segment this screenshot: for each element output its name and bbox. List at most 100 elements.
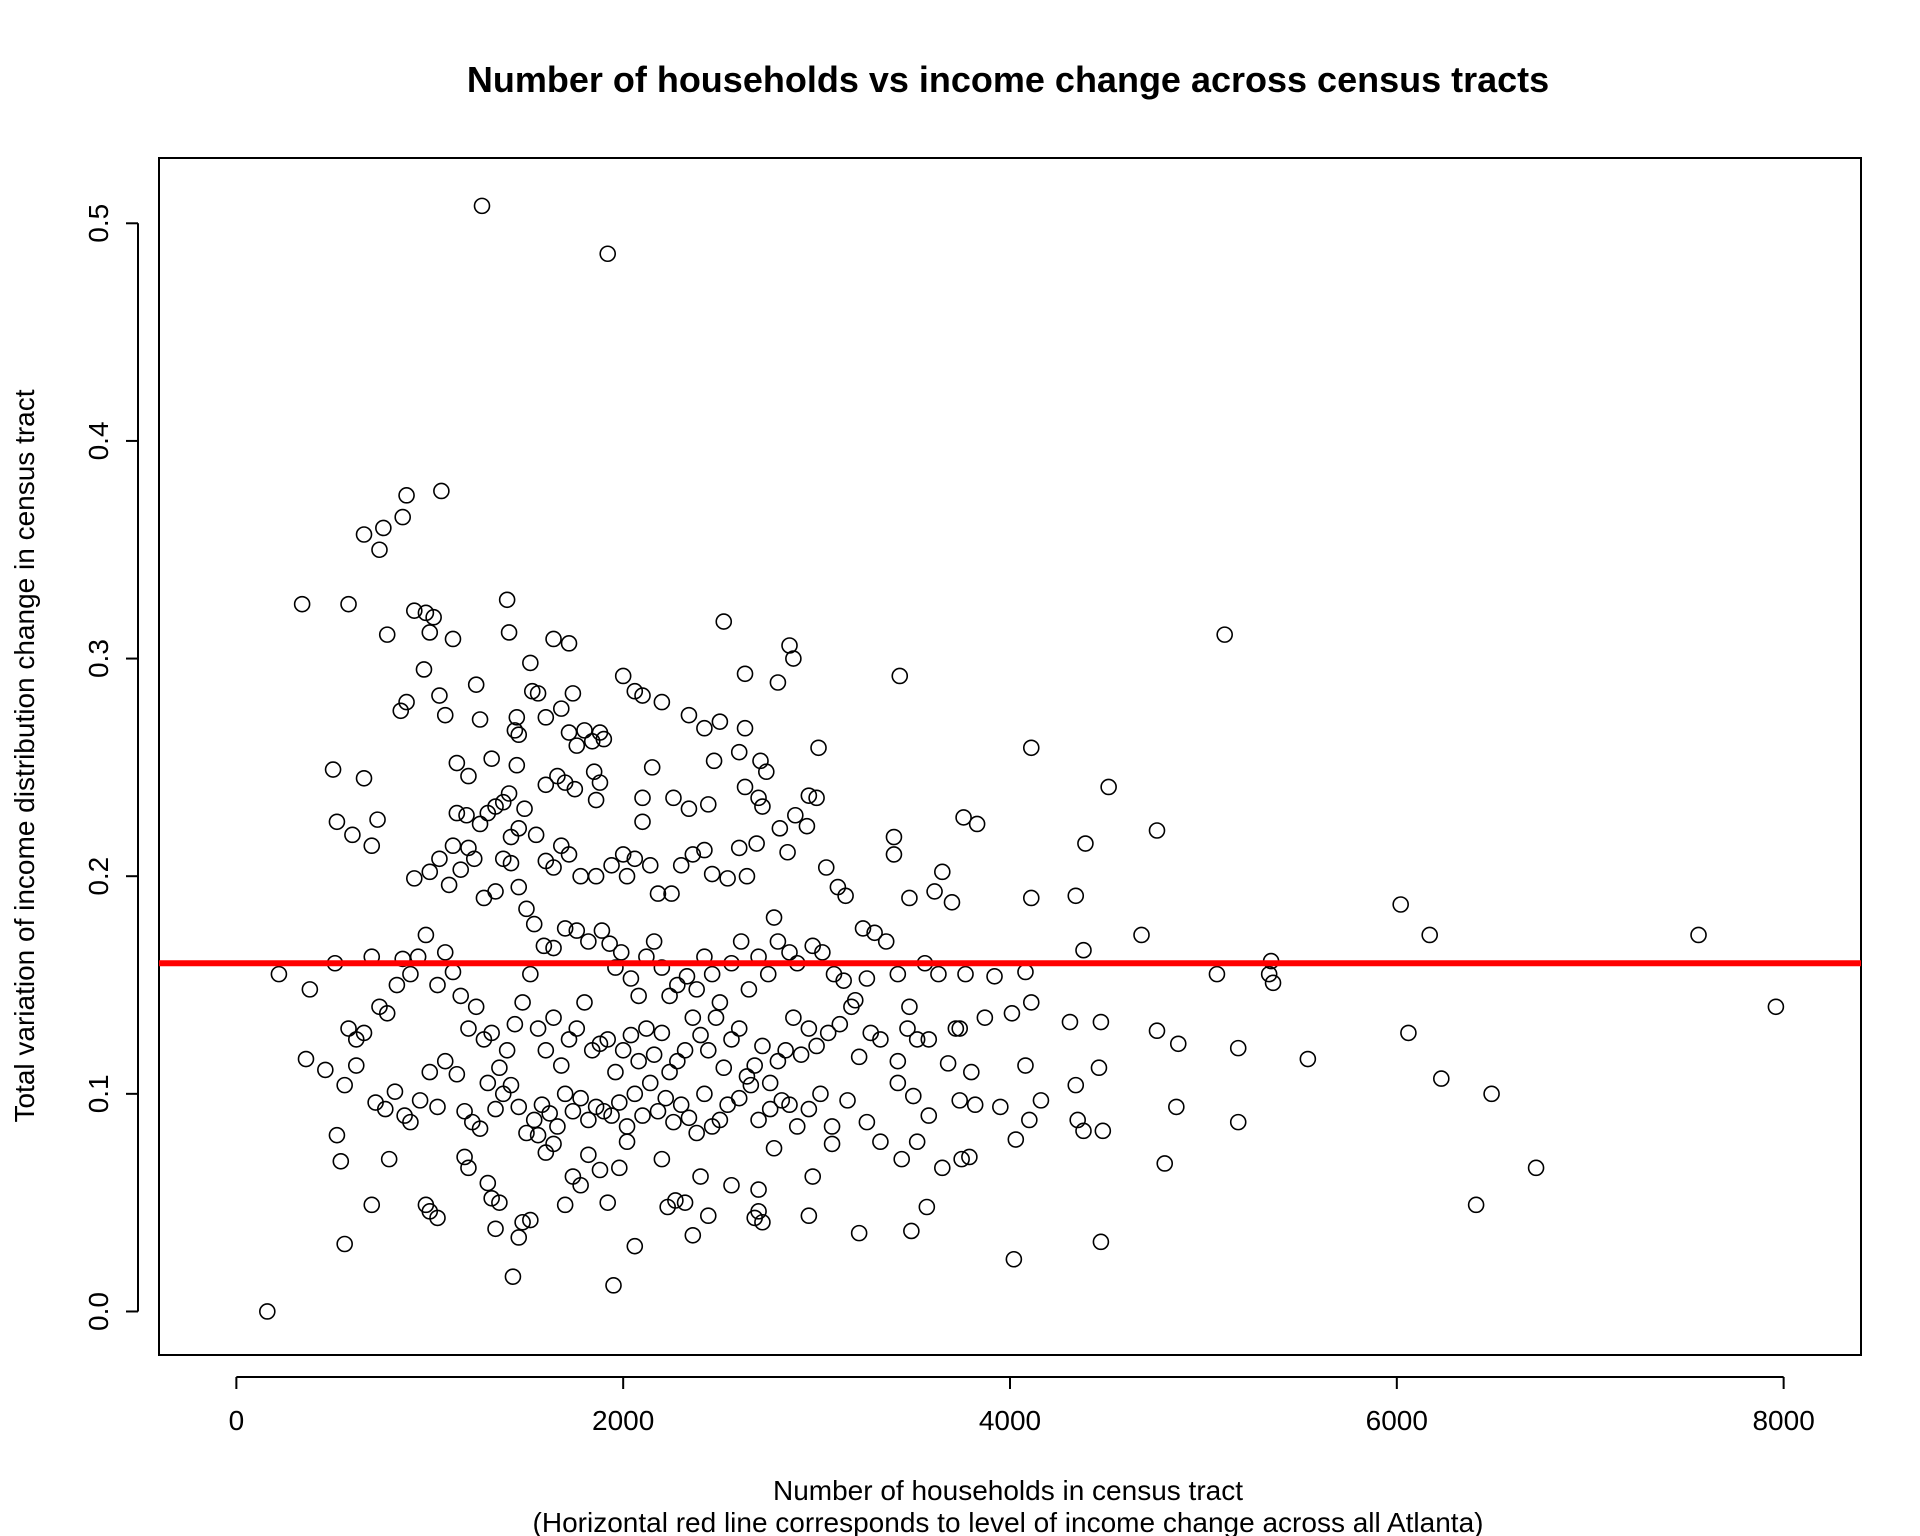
data-point [417, 604, 435, 622]
data-point [788, 1118, 806, 1135]
data-point [529, 1020, 547, 1037]
data-point [769, 674, 787, 691]
data-point [730, 743, 748, 761]
data-point [460, 839, 477, 857]
data-point [494, 850, 512, 868]
data-point [839, 1092, 856, 1109]
data-point [920, 1031, 938, 1048]
data-point [564, 685, 582, 702]
data-point [872, 1031, 889, 1048]
data-point [336, 1235, 353, 1253]
data-point [572, 1176, 589, 1194]
data-point [394, 508, 411, 526]
data-point [607, 1063, 624, 1081]
data-point [452, 861, 470, 878]
data-point [317, 1061, 334, 1079]
data-point [676, 1194, 694, 1211]
data-point [460, 1159, 477, 1177]
data-point [587, 791, 605, 809]
data-point [1156, 1155, 1174, 1172]
data-point [587, 867, 605, 885]
data-point [715, 1059, 733, 1077]
data-point [976, 1009, 994, 1026]
data-point [612, 944, 630, 961]
data-point [473, 197, 491, 215]
y-tick-label: 0.2 [83, 857, 114, 896]
data-point [758, 763, 775, 781]
data-point [626, 682, 644, 700]
data-point [270, 965, 288, 983]
data-point [1100, 778, 1117, 796]
data-point [506, 722, 524, 739]
data-point [332, 1153, 350, 1170]
data-point [456, 1102, 473, 1120]
data-point [471, 711, 489, 728]
data-point [669, 976, 686, 994]
data-point [1022, 739, 1040, 757]
data-point [1094, 1122, 1112, 1140]
data-point [500, 785, 518, 802]
data-point [930, 965, 947, 983]
data-point [440, 876, 458, 894]
data-point [711, 994, 729, 1011]
data-point [568, 737, 586, 754]
data-point [736, 665, 754, 683]
data-point [1032, 1092, 1050, 1109]
data-point [560, 635, 578, 652]
data-point [769, 1052, 787, 1070]
data-point [669, 1052, 686, 1070]
data-point [678, 968, 696, 985]
data-point [843, 998, 860, 1016]
data-point [595, 730, 613, 748]
data-point [328, 813, 346, 831]
data-point [719, 870, 736, 887]
data-point [1017, 1057, 1034, 1074]
data-point [746, 1057, 764, 1074]
data-point [324, 761, 342, 778]
data-point [587, 1098, 605, 1116]
data-point [1208, 965, 1226, 983]
data-point [732, 933, 750, 950]
data-point [872, 1133, 889, 1151]
data-point [951, 1020, 969, 1037]
data-point [641, 1074, 659, 1092]
x-axis-note: (Horizontal red line corresponds to leve… [533, 1507, 1484, 1536]
data-point [1077, 835, 1094, 852]
data-point [1021, 1111, 1038, 1129]
data-point [518, 1124, 535, 1142]
data-point [585, 763, 603, 781]
data-point [850, 1048, 868, 1066]
data-point [436, 706, 454, 724]
data-point [1168, 1098, 1185, 1116]
data-point [904, 1087, 922, 1105]
data-point [680, 1109, 698, 1127]
data-point [460, 767, 477, 785]
data-point [672, 857, 690, 874]
data-point [599, 245, 617, 263]
data-point [347, 1057, 365, 1074]
data-point [1690, 926, 1707, 944]
data-point [641, 857, 659, 874]
data-point [626, 850, 644, 868]
data-point [943, 894, 961, 911]
data-point [465, 850, 483, 868]
data-point [510, 726, 528, 744]
data-point [754, 1037, 771, 1055]
data-point [421, 1063, 439, 1081]
x-tick-label: 8000 [1752, 1405, 1814, 1436]
y-tick-label: 0.1 [83, 1074, 114, 1113]
data-point [885, 828, 903, 846]
data-point [1467, 1196, 1485, 1214]
data-point [829, 878, 847, 896]
data-point [773, 1092, 791, 1109]
data-point [850, 1224, 868, 1242]
data-point [564, 1168, 582, 1185]
data-point [645, 933, 663, 950]
data-point [552, 700, 570, 717]
data-point [605, 1277, 622, 1294]
data-point [545, 859, 562, 876]
data-point [580, 933, 597, 950]
data-point [771, 820, 789, 837]
data-point [908, 1133, 926, 1151]
data-point [405, 602, 423, 619]
